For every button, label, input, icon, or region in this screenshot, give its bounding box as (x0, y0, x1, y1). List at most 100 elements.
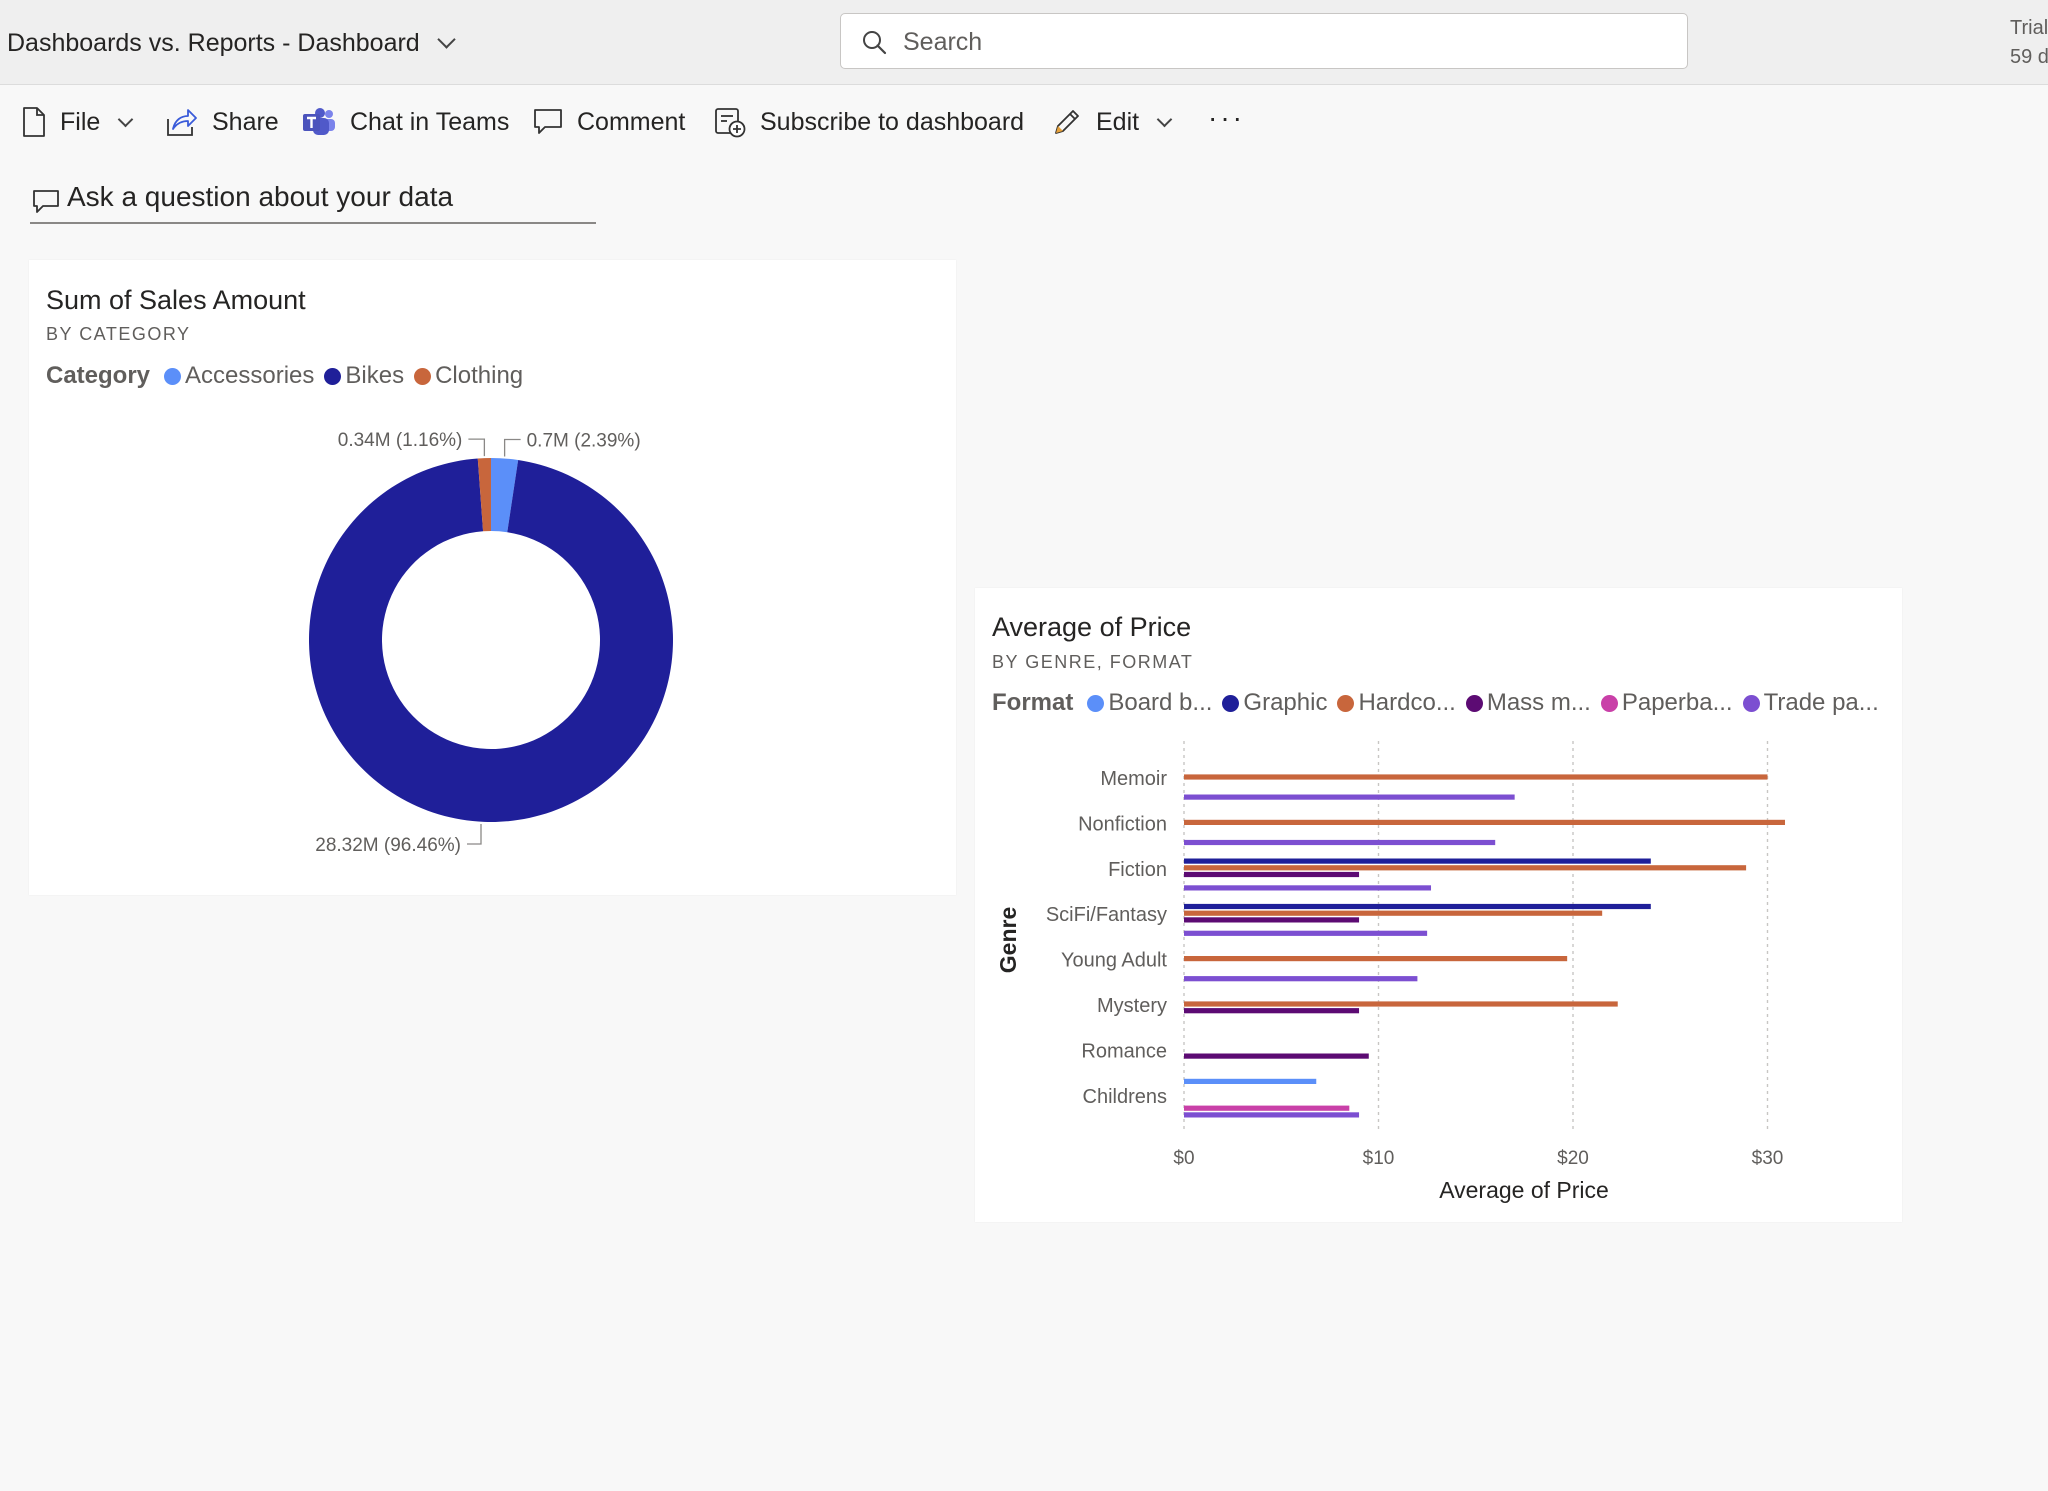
legend-label: Clothing (435, 362, 524, 389)
legend-label: Paperba... (1621, 689, 1733, 716)
bar-board (1184, 1078, 1317, 1084)
donut-slice-clothing (477, 458, 491, 532)
donut-data-label: 0.34M (1.16%) (338, 430, 463, 451)
legend-item-trade-paperback[interactable]: Trade pa... (1742, 689, 1879, 717)
y-tick-label: Childrens (1083, 1086, 1167, 1108)
search-box[interactable] (840, 13, 1688, 69)
leader-line (468, 438, 486, 457)
share-icon (167, 109, 197, 136)
legend-label: Accessories (185, 362, 315, 389)
legend-label: Bikes (345, 362, 405, 389)
comment-icon (534, 109, 562, 134)
legend-title: Category (46, 362, 151, 389)
bar-mass (1184, 1008, 1360, 1014)
legend-dot (1742, 694, 1760, 712)
price-by-genre-tile[interactable]: Average of Price BY GENRE, FORMAT Format… (975, 588, 1902, 1222)
qa-placeholder: Ask a question about your data (67, 181, 454, 212)
bar-graphic (1184, 903, 1651, 910)
bar-chart: $0 $10 $20 $30 Memoir Nonfiction Fiction SciFi/… (995, 741, 1786, 1203)
x-tick-label: $10 (1363, 1148, 1395, 1169)
tile-title: Average of Price (992, 612, 1192, 642)
search-input[interactable] (901, 22, 1665, 62)
bar-trade (1184, 794, 1515, 800)
bar-hardcover (1184, 956, 1568, 962)
top-bar: Dashboards vs. Reports - Dashboard Trial… (0, 0, 2048, 85)
y-tick-label: Fiction (1108, 859, 1167, 881)
legend-dot (1222, 694, 1240, 712)
bar-mass (1184, 1053, 1369, 1059)
leader-line (503, 438, 521, 457)
tile-title: Sum of Sales Amount (46, 285, 306, 315)
chevron-down-icon (1156, 111, 1173, 127)
donut-data-label: 28.32M (96.46%) (315, 835, 461, 856)
legend-item-accessories[interactable]: Accessories (164, 362, 314, 390)
chat-in-teams-button[interactable]: Chat in Teams (302, 103, 509, 141)
x-axis-title: Average of Price (1439, 1177, 1609, 1203)
category-legend: Category Accessories Bikes Clothing (46, 362, 533, 390)
tile-subtitle: BY GENRE, FORMAT (992, 652, 1194, 672)
bar-hardcover (1184, 1001, 1618, 1007)
bar-trade (1184, 930, 1428, 936)
donut-slice-bikes (309, 458, 674, 822)
legend-item-clothing[interactable]: Clothing (414, 362, 523, 390)
bar-hardcover (1184, 865, 1747, 871)
file-menu-button[interactable]: File (22, 103, 134, 141)
legend-item-board[interactable]: Board b... (1087, 689, 1212, 717)
file-icon (23, 107, 45, 137)
bar-trade (1184, 976, 1418, 982)
legend-dot (164, 367, 182, 385)
bar-trade (1184, 1112, 1360, 1118)
bar-mass (1184, 917, 1360, 923)
more-options-button[interactable]: ··· (1208, 102, 1245, 133)
legend-label: Mass m... (1486, 689, 1591, 716)
legend-dot (1087, 694, 1105, 712)
y-tick-label: Young Adult (1061, 950, 1167, 972)
share-button[interactable]: Share (166, 103, 279, 141)
chevron-down-icon (437, 30, 456, 49)
legend-item-paperback[interactable]: Paperba... (1600, 689, 1733, 717)
legend-item-graphic[interactable]: Graphic (1222, 689, 1327, 717)
subscribe-button[interactable]: Subscribe to dashboard (714, 103, 1024, 141)
sales-by-category-tile[interactable]: Sum of Sales Amount BY CATEGORY Category… (29, 260, 956, 895)
legend-item-mass-market[interactable]: Mass m... (1465, 689, 1591, 717)
teams-icon (303, 108, 335, 135)
share-label: Share (212, 107, 279, 136)
comment-label: Comment (577, 107, 686, 136)
y-tick-label: Romance (1081, 1040, 1167, 1062)
dashboard-title-dropdown[interactable]: Dashboards vs. Reports - Dashboard (7, 22, 456, 64)
trial-label: Trial (2010, 17, 2048, 39)
legend-item-hardcover[interactable]: Hardco... (1337, 689, 1456, 717)
x-tick-label: $30 (1752, 1148, 1784, 1169)
bar-paperback (1184, 1105, 1350, 1111)
comment-button[interactable]: Comment (533, 103, 685, 141)
trial-status[interactable]: Trial 59 d (2010, 14, 2048, 72)
edit-menu-button[interactable]: Edit (1052, 103, 1173, 141)
trial-days: 59 d (2010, 46, 2048, 68)
tile-subtitle: BY CATEGORY (46, 324, 191, 344)
y-tick-label: SciFi/Fantasy (1046, 904, 1167, 926)
chevron-down-icon (118, 111, 134, 127)
legend-label: Trade pa... (1763, 689, 1879, 716)
command-bar (0, 85, 2048, 157)
edit-label: Edit (1096, 107, 1140, 136)
dashboard-title: Dashboards vs. Reports - Dashboard (7, 28, 420, 57)
format-legend: Format Board b... Graphic Hardco... Mass… (992, 689, 1889, 717)
legend-label: Hardco... (1358, 689, 1456, 716)
qa-question-box[interactable]: Ask a question about your data (30, 178, 596, 224)
pencil-icon (1055, 110, 1079, 134)
chat-in-teams-label: Chat in Teams (350, 107, 510, 136)
donut-data-label: 0.7M (2.39%) (527, 431, 641, 452)
legend-dot (1465, 694, 1483, 712)
legend-label: Graphic (1243, 689, 1328, 716)
y-tick-label: Mystery (1097, 995, 1167, 1017)
donut-slice-accessories (491, 458, 519, 533)
bar-hardcover (1184, 819, 1786, 825)
legend-dot (1600, 694, 1618, 712)
bar-mass (1184, 871, 1360, 878)
leader-line (467, 824, 482, 845)
chat-bubble-icon (33, 190, 59, 213)
legend-title: Format (992, 689, 1074, 716)
y-tick-label: Nonfiction (1078, 813, 1167, 835)
donut-chart: 0.7M (2.39%) 28.32M (96.46%) 0.34M (1.16%) (309, 430, 674, 856)
legend-item-bikes[interactable]: Bikes (324, 362, 404, 390)
